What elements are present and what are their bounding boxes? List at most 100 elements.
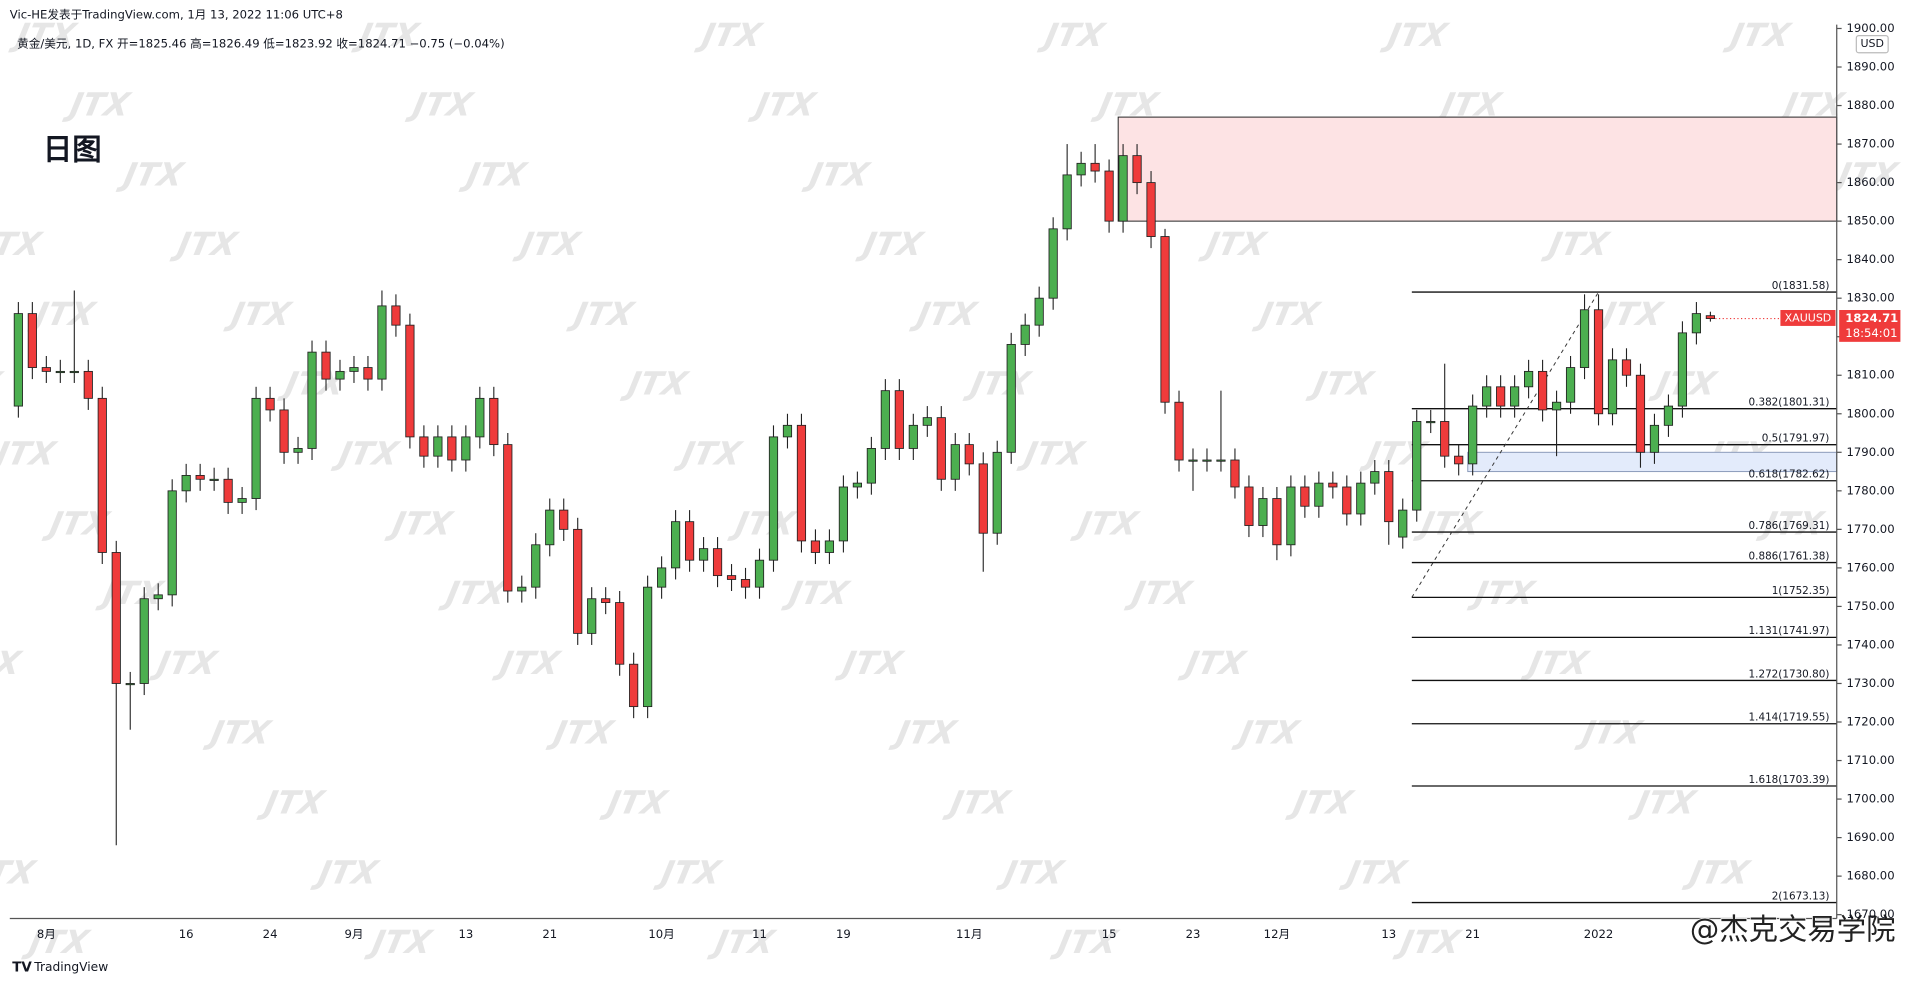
candle-body — [601, 598, 611, 603]
watermark: JTX — [834, 644, 908, 682]
x-tick-label: 8月 — [37, 927, 56, 941]
fib-label: 0.618(1782.62) — [1749, 469, 1830, 481]
candle-body — [1398, 509, 1408, 538]
candle-body — [1635, 374, 1646, 453]
candle-body — [629, 663, 639, 708]
candle-body — [27, 313, 37, 368]
watermark: JTX — [26, 295, 100, 333]
candle-body — [978, 463, 988, 534]
watermark: JTX — [1177, 644, 1251, 682]
candle-body — [153, 594, 163, 600]
watermark: JTX — [1338, 854, 1412, 892]
watermark: JTX — [962, 365, 1036, 403]
candle-body — [712, 548, 723, 577]
candle-body — [279, 409, 289, 453]
watermark: JTX — [652, 854, 726, 892]
candle-body — [824, 540, 835, 553]
candle-body — [125, 683, 135, 686]
fib-label: 0(1831.58) — [1772, 280, 1830, 292]
candle-body — [237, 498, 247, 503]
candle-body — [1034, 297, 1044, 326]
candle-body — [1062, 174, 1072, 230]
x-tick-label: 21 — [1465, 927, 1480, 941]
fib-label: 1(1752.35) — [1772, 585, 1830, 597]
watermark: JTX — [1829, 156, 1903, 194]
candle-body — [922, 417, 932, 426]
watermark: JTX — [383, 505, 457, 543]
candle-body — [517, 586, 527, 592]
x-tick-label: 24 — [263, 927, 278, 941]
watermark: JTX — [1069, 505, 1143, 543]
candle-body — [1020, 324, 1030, 345]
y-tick-label: 1800.00 — [1847, 406, 1895, 420]
y-tick-label: 1740.00 — [1847, 637, 1895, 651]
fib-label: 1.131(1741.97) — [1749, 625, 1830, 637]
currency-box — [1855, 35, 1889, 54]
candle-body — [1426, 421, 1436, 424]
y-tick-label: 1890.00 — [1847, 60, 1895, 74]
currency: USD — [1860, 37, 1884, 50]
candle-body — [726, 575, 737, 580]
x-tick-label: 13 — [1381, 927, 1396, 941]
watermark: JTX — [437, 574, 511, 612]
candle-body — [447, 436, 457, 461]
watermark: JTX — [404, 86, 478, 124]
watermark: JTX — [598, 784, 672, 822]
watermark: JTX — [168, 225, 242, 263]
y-tick-label: 1790.00 — [1847, 445, 1895, 459]
candle-body — [307, 351, 317, 449]
candle-body — [908, 424, 918, 449]
candle-body — [475, 397, 485, 438]
candle-body — [1188, 459, 1198, 462]
candle-body — [1090, 162, 1100, 172]
y-tick-label: 1900.00 — [1847, 21, 1895, 35]
candle-body — [1705, 315, 1715, 320]
candle-body — [181, 474, 191, 492]
candle-body — [83, 370, 93, 399]
x-tick-label: 11 — [752, 927, 767, 941]
candle-body — [1272, 498, 1282, 546]
candle-body — [321, 351, 331, 380]
watermark: JTX — [1049, 923, 1123, 961]
watermark: JTX — [545, 714, 619, 752]
candle-body — [265, 397, 275, 411]
watermark: JTX — [511, 225, 585, 263]
watermark: JTX — [1391, 923, 1465, 961]
candle-body — [1412, 421, 1422, 511]
candle-body — [41, 367, 51, 372]
candle-body — [1006, 343, 1016, 453]
candle-body — [1342, 486, 1352, 515]
candle-body — [1258, 498, 1268, 526]
watermark: JTX — [726, 505, 800, 543]
watermark: JTX — [1412, 505, 1486, 543]
candle-body — [1356, 482, 1366, 515]
x-tick-label: 16 — [179, 927, 194, 941]
candle-body — [698, 548, 709, 561]
fib-label: 1.414(1719.55) — [1749, 712, 1830, 724]
candle-body — [1160, 236, 1170, 403]
candle-body — [1454, 455, 1464, 465]
candle-body — [587, 598, 597, 634]
candle-body — [559, 509, 569, 530]
watermark: JTX — [61, 86, 135, 124]
x-tick-label: 23 — [1186, 927, 1201, 941]
y-tick-label: 1760.00 — [1847, 560, 1895, 574]
candle-body — [1104, 170, 1114, 222]
candle-body — [1244, 486, 1254, 526]
x-tick-label: 13 — [458, 927, 473, 941]
candle-body — [111, 552, 121, 684]
watermark: JTX — [1284, 784, 1358, 822]
x-tick-label: 21 — [542, 927, 557, 941]
candle-body — [69, 370, 79, 374]
candle-body — [1607, 359, 1618, 415]
watermark: JTX — [887, 714, 961, 752]
y-tick-label: 1770.00 — [1847, 522, 1895, 536]
y-tick-label: 1840.00 — [1847, 252, 1895, 266]
x-tick-label: 10月 — [648, 927, 674, 941]
candle-body — [531, 544, 541, 588]
candle-body — [1370, 471, 1380, 484]
candle-body — [1314, 482, 1324, 507]
candle-body — [1468, 405, 1478, 465]
watermark: JTX — [1251, 295, 1325, 333]
